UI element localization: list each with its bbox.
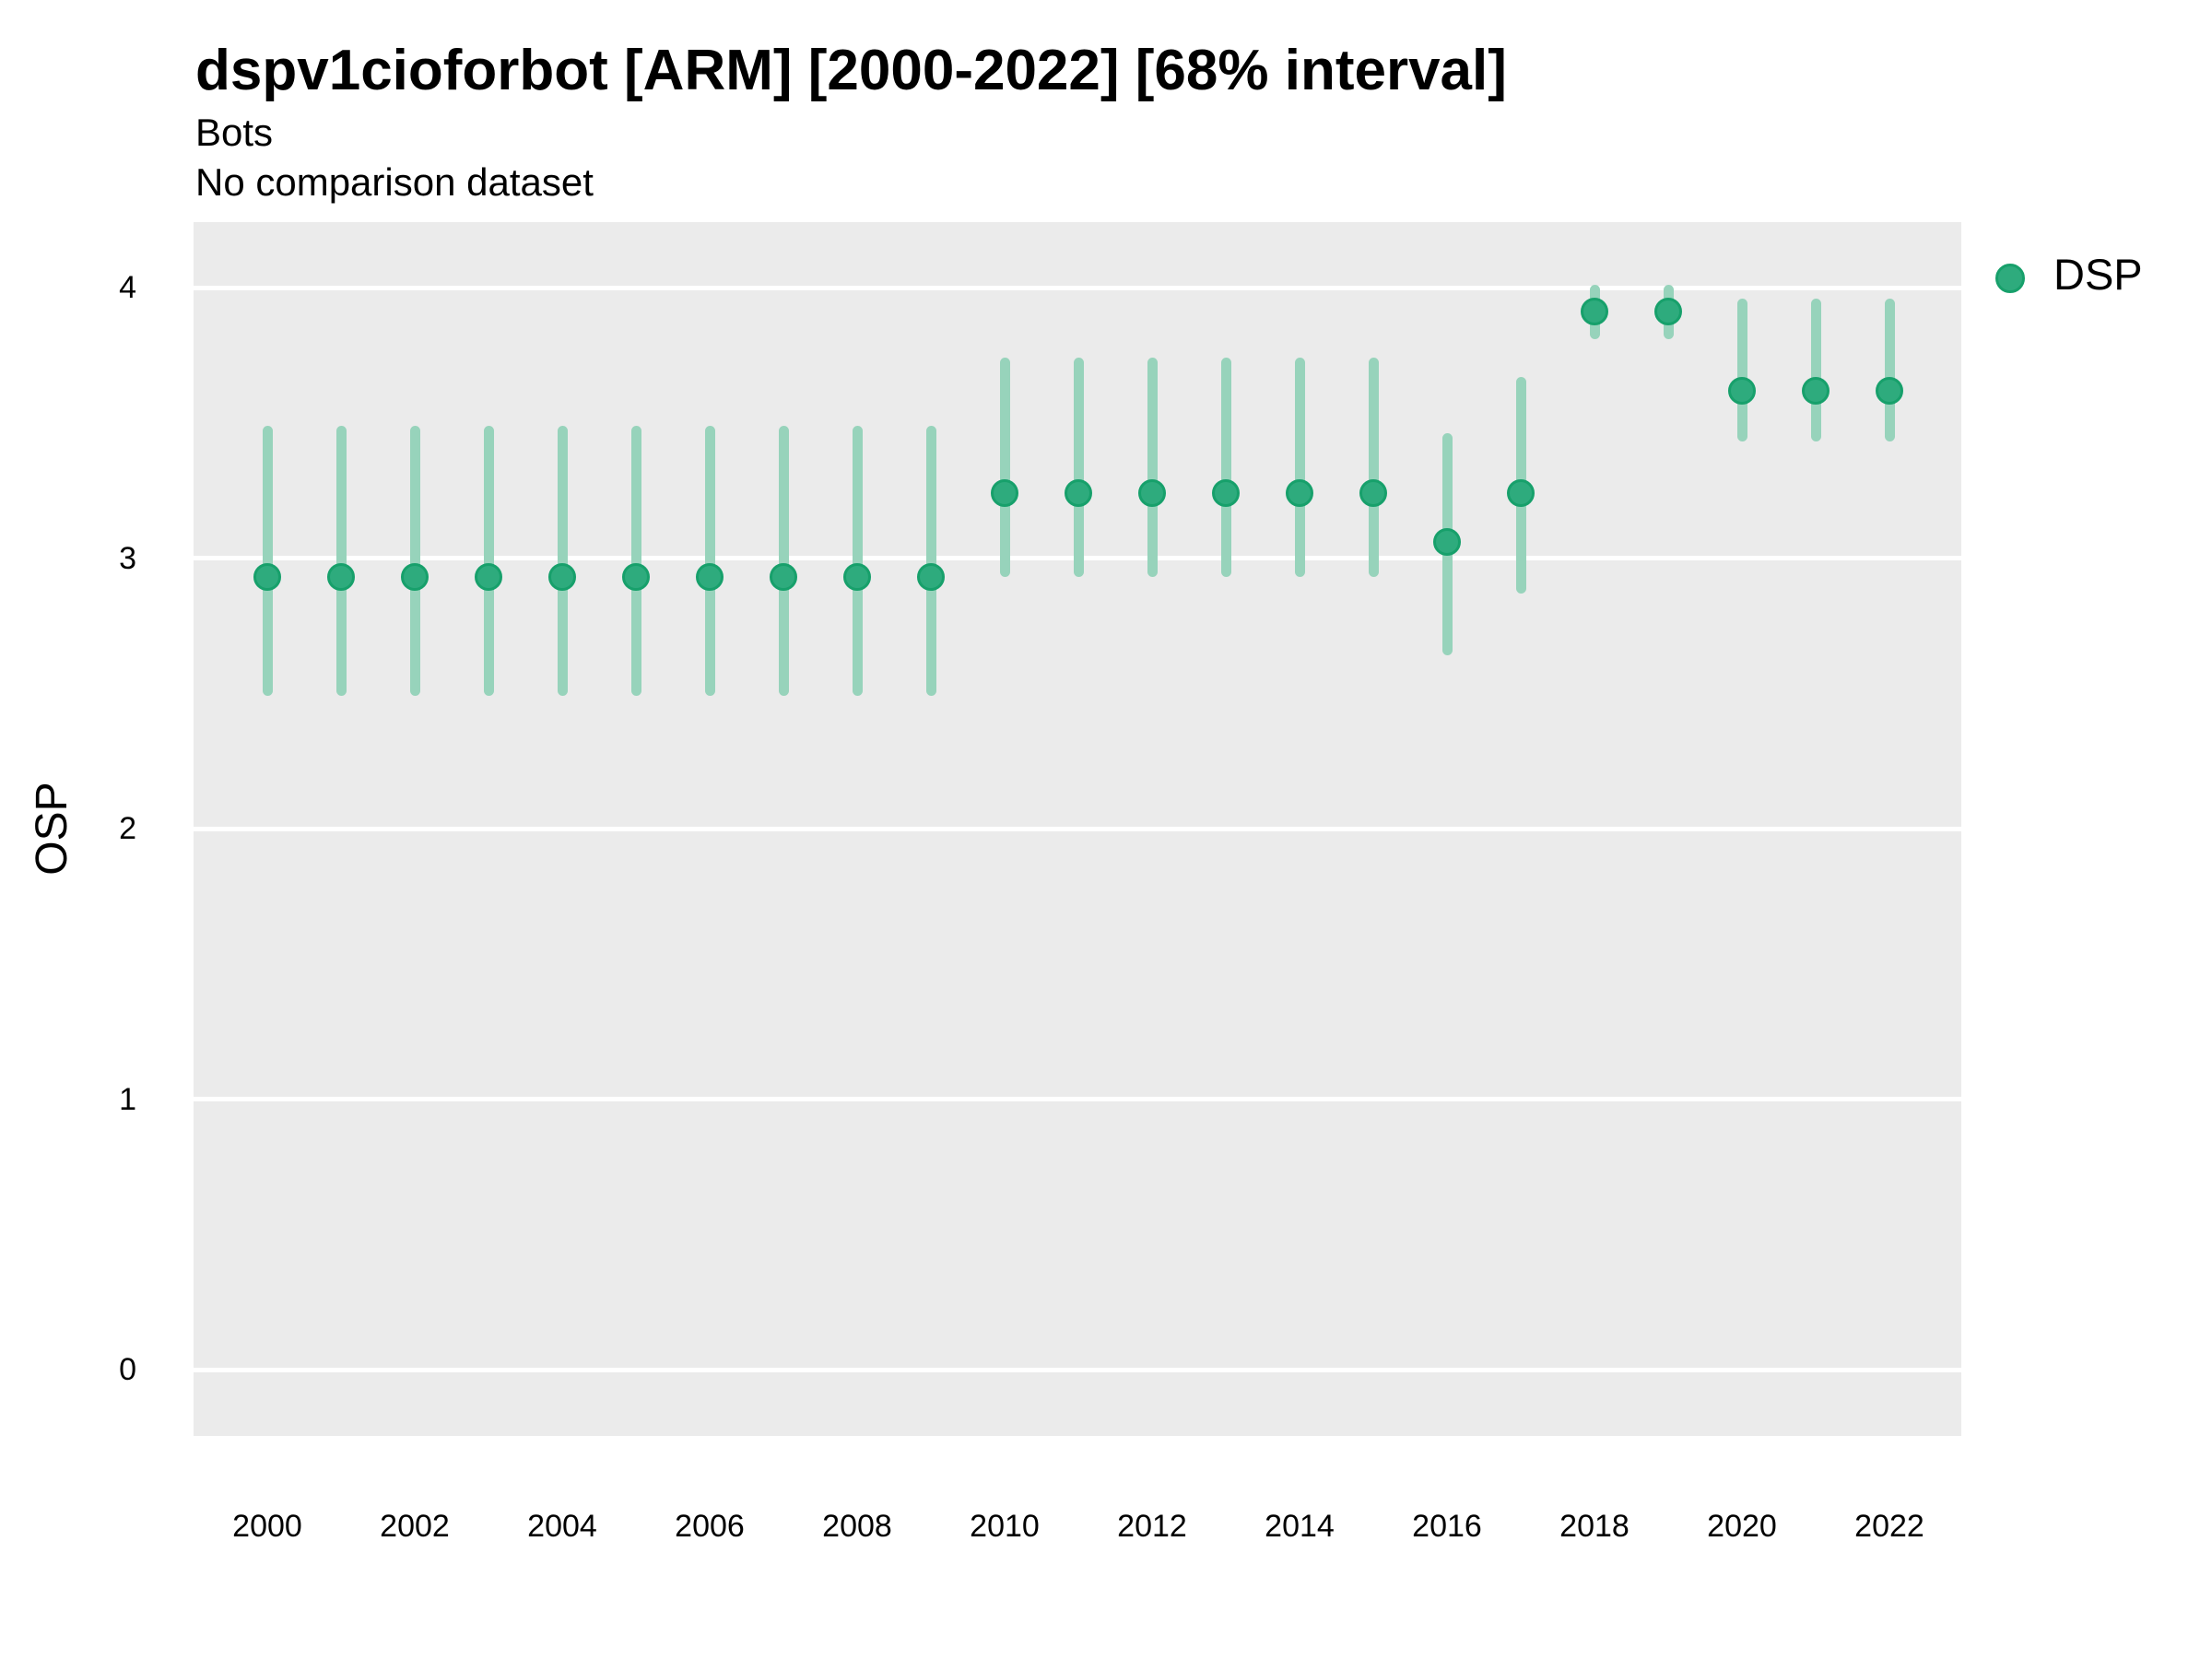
- point-dot-2009: [917, 563, 945, 592]
- interval-bar-2005: [630, 425, 641, 697]
- y-tick-label-1: 1: [119, 1081, 136, 1117]
- point-dot-2015: [1359, 479, 1387, 508]
- plot-area: [194, 222, 1961, 1436]
- point-dot-2003: [475, 563, 502, 592]
- x-tick-label-2010: 2010: [970, 1509, 1040, 1544]
- y-tick-label-2: 2: [119, 811, 136, 846]
- legend-series-label: DSP: [2053, 250, 2143, 299]
- interval-bar-2011: [1073, 358, 1084, 578]
- point-dot-2018: [1581, 298, 1608, 326]
- point-dot-2010: [991, 479, 1018, 508]
- interval-bar-2022: [1884, 298, 1895, 442]
- legend-point-icon: [1995, 264, 2025, 293]
- interval-bar-2003: [483, 425, 494, 697]
- interval-bar-2000: [262, 425, 273, 697]
- gridline-y-4: [194, 285, 1961, 290]
- point-dot-2022: [1876, 376, 1903, 405]
- point-dot-2006: [696, 563, 724, 592]
- point-dot-2017: [1507, 479, 1535, 508]
- point-dot-2008: [843, 563, 871, 592]
- point-dot-2016: [1433, 527, 1461, 556]
- interval-bar-2015: [1368, 358, 1379, 578]
- interval-bar-2008: [852, 425, 863, 697]
- interval-bar-2006: [704, 425, 715, 697]
- interval-bar-2020: [1736, 298, 1747, 442]
- x-tick-label-2004: 2004: [527, 1509, 597, 1544]
- interval-bar-2013: [1220, 358, 1231, 578]
- gridline-y-1: [194, 1097, 1961, 1101]
- point-dot-2002: [401, 563, 429, 592]
- interval-bar-2014: [1294, 358, 1305, 578]
- point-dot-2004: [548, 563, 576, 592]
- point-dot-2011: [1065, 479, 1092, 508]
- point-dot-2020: [1728, 376, 1756, 405]
- x-tick-label-2018: 2018: [1559, 1509, 1630, 1544]
- gridline-y-0: [194, 1367, 1961, 1372]
- interval-bar-2010: [999, 358, 1010, 578]
- chart-subtitle-line2: No comparison dataset: [195, 160, 594, 204]
- x-tick-label-2014: 2014: [1265, 1509, 1335, 1544]
- interval-bar-2002: [409, 425, 420, 697]
- interval-bar-2007: [778, 425, 789, 697]
- point-dot-2013: [1212, 479, 1240, 508]
- point-dot-2005: [622, 563, 650, 592]
- point-dot-2019: [1654, 298, 1682, 326]
- gridline-y-2: [194, 826, 1961, 831]
- x-tick-label-2022: 2022: [1854, 1509, 1924, 1544]
- interval-bar-2012: [1147, 358, 1158, 578]
- chart-subtitle-line1: Bots: [195, 111, 274, 154]
- chart-title: dspv1cioforbot [ARM] [2000-2022] [68% in…: [195, 39, 1507, 102]
- point-dot-2014: [1286, 479, 1313, 508]
- x-tick-label-2016: 2016: [1412, 1509, 1482, 1544]
- x-tick-label-2012: 2012: [1117, 1509, 1187, 1544]
- x-tick-label-2000: 2000: [232, 1509, 302, 1544]
- x-tick-label-2002: 2002: [380, 1509, 450, 1544]
- x-tick-label-2020: 2020: [1707, 1509, 1777, 1544]
- y-tick-label-0: 0: [119, 1352, 136, 1387]
- point-dot-2000: [253, 563, 281, 592]
- point-dot-2001: [327, 563, 355, 592]
- x-tick-label-2008: 2008: [822, 1509, 892, 1544]
- point-dot-2012: [1138, 479, 1166, 508]
- interval-bar-2021: [1810, 298, 1821, 442]
- y-tick-label-3: 3: [119, 540, 136, 576]
- x-tick-label-2006: 2006: [675, 1509, 745, 1544]
- interval-bar-2004: [557, 425, 568, 697]
- point-dot-2007: [770, 563, 797, 592]
- y-tick-label-4: 4: [119, 270, 136, 305]
- point-dot-2021: [1802, 376, 1830, 405]
- interval-bar-2001: [335, 425, 347, 697]
- interval-bar-2009: [925, 425, 936, 697]
